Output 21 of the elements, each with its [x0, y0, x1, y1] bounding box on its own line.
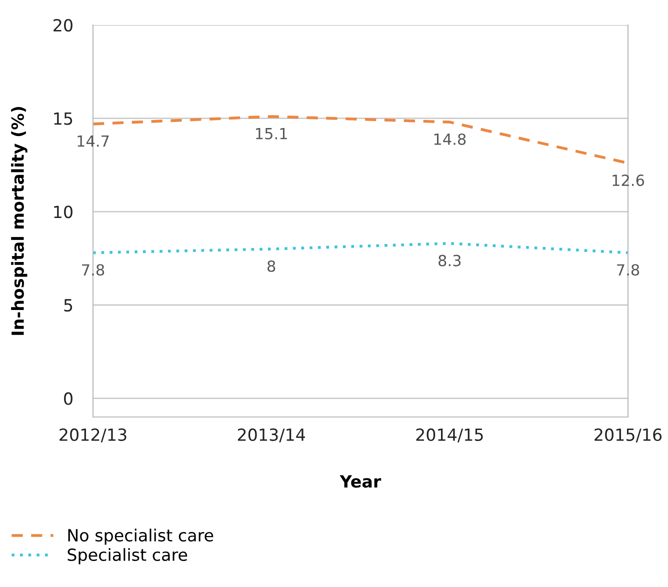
data-label: 7.8: [82, 264, 104, 276]
y-tick-label: 5: [64, 299, 72, 312]
data-label: 8: [268, 260, 276, 272]
y-tick-label: 0: [64, 392, 72, 405]
x-tick-label: 2015/16: [594, 428, 662, 442]
data-label: 7.8: [617, 264, 640, 276]
data-label: 12.6: [612, 174, 644, 186]
data-label: 14.7: [78, 136, 109, 147]
y-tick-label: 15: [54, 112, 72, 125]
x-axis-title: Year: [340, 475, 382, 488]
x-tick-label: 2012/13: [60, 428, 126, 442]
legend-label: No specialist care: [68, 528, 214, 545]
x-tick-label: 2014/15: [416, 428, 483, 442]
y-tick-label: 10: [54, 206, 72, 218]
data-label: 8.3: [438, 254, 461, 266]
data-label: 15.1: [256, 128, 287, 140]
data-label: 14.8: [434, 133, 466, 146]
x-tick-label: 2013/14: [238, 428, 306, 442]
y-axis-title: In-hospital mortality (%): [11, 107, 28, 335]
y-tick-label: 20: [54, 18, 72, 32]
legend-label: Specialist care: [68, 548, 188, 564]
